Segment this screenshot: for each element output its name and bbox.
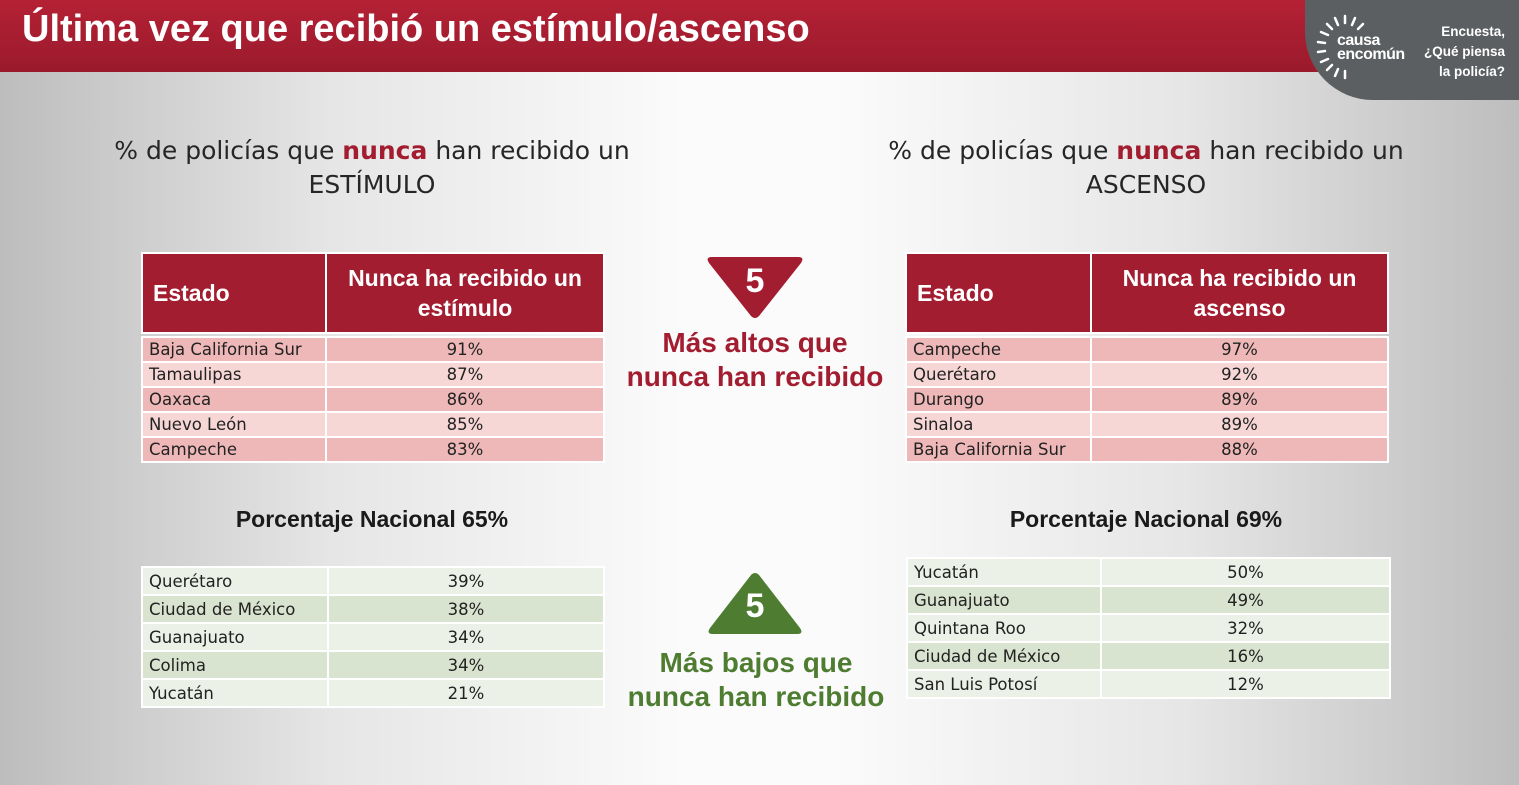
low-indicator: 5 xyxy=(705,571,805,635)
state-cell: Guanajuato xyxy=(141,622,329,652)
left-national-percentage: Porcentaje Nacional 65% xyxy=(235,506,509,532)
left-bottom-table: Querétaro 39% Ciudad de México 38% Guana… xyxy=(141,566,605,708)
state-cell: Oaxaca xyxy=(141,386,327,413)
value-cell: 97% xyxy=(1090,336,1389,363)
column-header-value: Nunca ha recibido un ascenso xyxy=(1090,252,1389,334)
value-cell: 89% xyxy=(1090,411,1389,438)
value-cell: 86% xyxy=(325,386,605,413)
brand-tagline: Encuesta, ¿Qué piensa la policía? xyxy=(1423,24,1505,79)
state-cell: Querétaro xyxy=(905,361,1092,388)
table-row: Guanajuato 34% xyxy=(141,622,605,652)
right-bottom-table: Yucatán 50% Guanajuato 49% Quintana Roo … xyxy=(906,557,1391,699)
low-count: 5 xyxy=(745,587,765,625)
table-row: Sinaloa 89% xyxy=(905,411,1389,438)
column-header-state: Estado xyxy=(141,252,327,334)
table-header-row: Estado Nunca ha recibido un estímulo xyxy=(141,252,605,334)
table-row: Nuevo León 85% xyxy=(141,411,605,438)
state-cell: Ciudad de México xyxy=(906,641,1102,671)
left-subtitle: % de policías que nunca han recibido un … xyxy=(72,134,672,202)
state-cell: San Luis Potosí xyxy=(906,669,1102,699)
state-cell: Baja California Sur xyxy=(141,336,327,363)
brand-badge: causa encomún Encuesta, ¿Qué piensa la p… xyxy=(1305,0,1519,100)
table-row: Ciudad de México 38% xyxy=(141,594,605,624)
state-cell: Nuevo León xyxy=(141,411,327,438)
value-cell: 87% xyxy=(325,361,605,388)
state-cell: Tamaulipas xyxy=(141,361,327,388)
down-triangle-icon xyxy=(707,257,803,318)
right-subtitle-post: han recibido un ASCENSO xyxy=(1085,136,1404,199)
state-cell: Campeche xyxy=(905,336,1092,363)
left-top-table: Estado Nunca ha recibido un estímulo Baj… xyxy=(141,252,605,463)
table-row: Quintana Roo 32% xyxy=(906,613,1391,643)
value-cell: 92% xyxy=(1090,361,1389,388)
brand-word-encomun: encomún xyxy=(1337,46,1405,63)
high-caption: Más altos que nunca han recibido xyxy=(626,327,884,392)
table-row: Tamaulipas 87% xyxy=(141,361,605,388)
value-cell: 85% xyxy=(325,411,605,438)
column-header-value: Nunca ha recibido un estímulo xyxy=(325,252,605,334)
value-cell: 39% xyxy=(327,566,605,596)
table-row: Baja California Sur 88% xyxy=(905,436,1389,463)
table-row: Querétaro 92% xyxy=(905,361,1389,388)
table-row: San Luis Potosí 12% xyxy=(906,669,1391,699)
right-subtitle: % de policías que nunca han recibido un … xyxy=(846,134,1446,202)
column-header-state: Estado xyxy=(905,252,1092,334)
value-cell: 38% xyxy=(327,594,605,624)
value-cell: 12% xyxy=(1100,669,1391,699)
high-count: 5 xyxy=(745,262,765,300)
table-row: Durango 89% xyxy=(905,386,1389,413)
low-caption: Más bajos que nunca han recibido xyxy=(627,647,885,712)
value-cell: 16% xyxy=(1100,641,1391,671)
state-cell: Campeche xyxy=(141,436,327,463)
right-subtitle-pre: % de policías que xyxy=(888,136,1117,165)
state-cell: Guanajuato xyxy=(906,585,1102,615)
table-row: Querétaro 39% xyxy=(141,566,605,596)
right-subtitle-highlight: nunca xyxy=(1116,136,1202,165)
state-cell: Colima xyxy=(141,650,329,680)
up-triangle-icon xyxy=(708,573,802,634)
state-cell: Yucatán xyxy=(141,678,329,708)
table-row: Oaxaca 86% xyxy=(141,386,605,413)
state-cell: Yucatán xyxy=(906,557,1102,587)
left-subtitle-pre: % de policías que xyxy=(114,136,343,165)
right-top-table: Estado Nunca ha recibido un ascenso Camp… xyxy=(905,252,1389,463)
table-row: Guanajuato 49% xyxy=(906,585,1391,615)
state-cell: Ciudad de México xyxy=(141,594,329,624)
state-cell: Baja California Sur xyxy=(905,436,1092,463)
brand-word-causa: causa xyxy=(1337,32,1380,49)
value-cell: 49% xyxy=(1100,585,1391,615)
left-subtitle-post: han recibido un ESTÍMULO xyxy=(308,136,630,199)
left-subtitle-highlight: nunca xyxy=(342,136,428,165)
table-header-row: Estado Nunca ha recibido un ascenso xyxy=(905,252,1389,334)
value-cell: 91% xyxy=(325,336,605,363)
value-cell: 21% xyxy=(327,678,605,708)
value-cell: 89% xyxy=(1090,386,1389,413)
table-row: Yucatán 50% xyxy=(906,557,1391,587)
table-row: Colima 34% xyxy=(141,650,605,680)
value-cell: 50% xyxy=(1100,557,1391,587)
value-cell: 83% xyxy=(325,436,605,463)
page-title: Última vez que recibió un estímulo/ascen… xyxy=(22,8,810,50)
state-cell: Querétaro xyxy=(141,566,329,596)
state-cell: Durango xyxy=(905,386,1092,413)
table-row: Baja California Sur 91% xyxy=(141,336,605,363)
value-cell: 88% xyxy=(1090,436,1389,463)
causa-en-comun-logo-icon xyxy=(1316,14,1365,80)
high-indicator: 5 xyxy=(704,256,806,320)
header-bar: Última vez que recibió un estímulo/ascen… xyxy=(0,0,1519,72)
right-national-percentage: Porcentaje Nacional 69% xyxy=(1009,506,1283,532)
table-row: Yucatán 21% xyxy=(141,678,605,708)
value-cell: 32% xyxy=(1100,613,1391,643)
table-row: Ciudad de México 16% xyxy=(906,641,1391,671)
table-row: Campeche 97% xyxy=(905,336,1389,363)
value-cell: 34% xyxy=(327,650,605,680)
table-row: Campeche 83% xyxy=(141,436,605,463)
state-cell: Quintana Roo xyxy=(906,613,1102,643)
value-cell: 34% xyxy=(327,622,605,652)
state-cell: Sinaloa xyxy=(905,411,1092,438)
